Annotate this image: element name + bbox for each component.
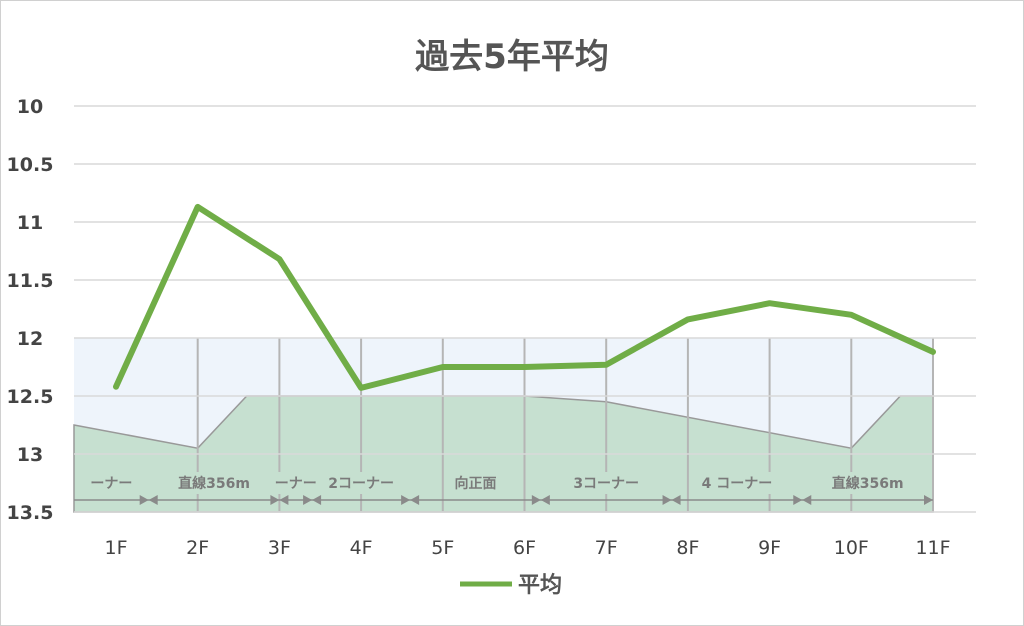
x-tick-label: 3F: [268, 537, 291, 559]
y-tick-label: 11: [17, 212, 43, 234]
section-label: ーナー: [275, 476, 317, 492]
y-tick-label: 13: [17, 444, 43, 466]
section-arrow-head: [671, 495, 681, 505]
section-label: 4 コーナー: [702, 476, 773, 492]
y-tick-label: 11.5: [7, 270, 54, 292]
section-arrow-head: [148, 495, 158, 505]
section-label-bg: [689, 472, 784, 494]
x-tick-label: 10F: [834, 537, 869, 559]
chart-title: 過去5年平均: [415, 37, 609, 77]
section-arrow-head: [139, 495, 149, 505]
x-tick-label: 2F: [186, 537, 209, 559]
x-tick-label: 8F: [676, 537, 699, 559]
y-tick-label: 10.5: [7, 154, 54, 176]
x-tick-label: 9F: [758, 537, 781, 559]
x-axis: 1F 2F 3F 4F 5F 6F 7F 8F 9F 10F 11F: [104, 537, 950, 559]
section-label-bg: [449, 472, 502, 494]
section-label-bg: [85, 472, 138, 494]
x-tick-label: 6F: [513, 537, 536, 559]
y-tick-label: 10: [17, 96, 43, 118]
section-arrow-head: [270, 495, 280, 505]
section-label: 向正面: [454, 475, 496, 492]
x-tick-label: 7F: [595, 537, 618, 559]
x-tick-label: 4F: [350, 537, 373, 559]
section-arrow-head: [401, 495, 411, 505]
section-label: 直線356m: [832, 475, 904, 492]
section-arrow-head: [662, 495, 672, 505]
section-arrow-head: [531, 495, 541, 505]
section-label: 2コーナー: [328, 476, 394, 492]
section-arrow-head: [793, 495, 803, 505]
y-tick-label: 12: [17, 328, 43, 350]
section-label-bg: [820, 472, 915, 494]
section-arrow-head: [924, 495, 933, 505]
x-tick-label: 1F: [104, 537, 127, 559]
section-label: 直線356m: [178, 475, 250, 492]
section-arrow-head: [279, 495, 289, 505]
legend: 平均: [460, 572, 562, 598]
section-arrow-head: [303, 495, 313, 505]
legend-label: 平均: [518, 572, 562, 598]
y-axis: 10 10.5 11 11.5 12 12.5 13 13.5: [7, 96, 54, 524]
y-tick-label: 13.5: [7, 502, 54, 524]
section-arrow-head: [540, 495, 550, 505]
section-label-bg: [167, 472, 262, 494]
section-label: 3コーナー: [573, 476, 639, 492]
section-label-bg: [269, 472, 322, 494]
y-tick-label: 12.5: [7, 386, 54, 408]
section-arrow-head: [410, 495, 420, 505]
section-label-bg: [321, 472, 402, 494]
gridlines: [74, 105, 976, 513]
x-tick-label: 5F: [431, 537, 454, 559]
series-average: [113, 203, 936, 391]
section-arrow-head: [802, 495, 812, 505]
section-label: ーナー: [90, 476, 132, 492]
x-tick-label: 11F: [915, 537, 950, 559]
section-arrow-head: [312, 495, 322, 505]
section-label-bg: [566, 472, 647, 494]
course-sections: ーナー 直線356m ーナー 2コーナー 向正面 3コーナー 4 コーナー 直線356m: [74, 472, 933, 505]
